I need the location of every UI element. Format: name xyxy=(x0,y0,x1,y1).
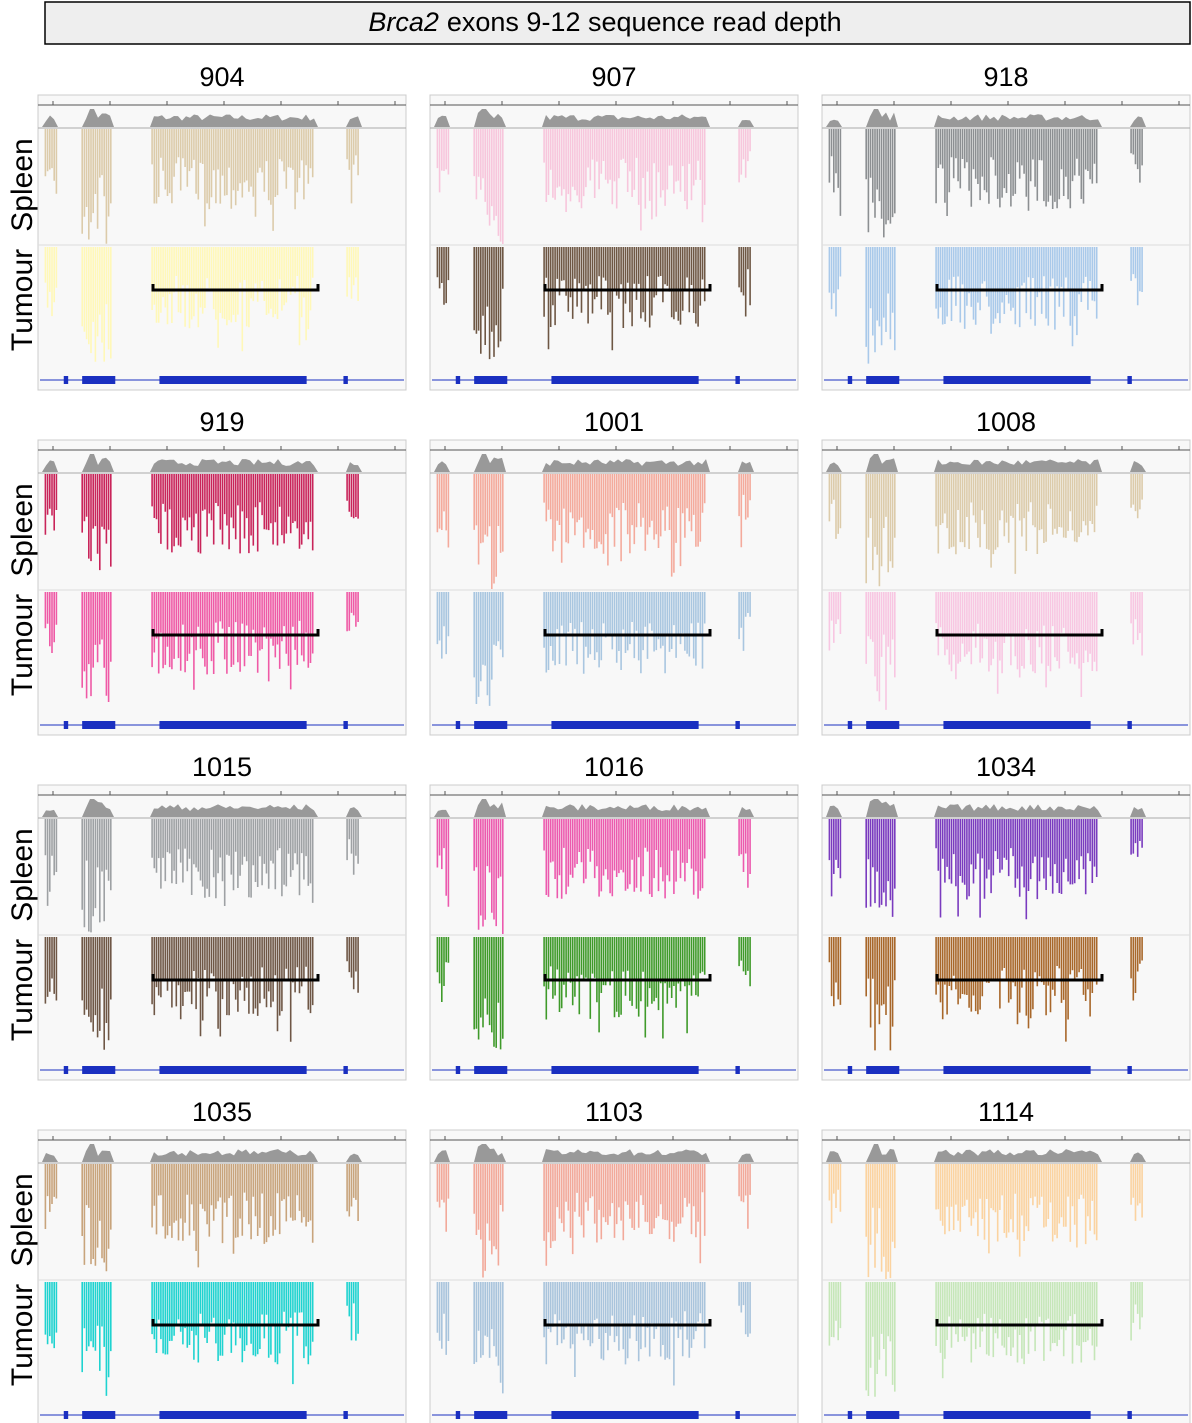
exon xyxy=(159,376,306,384)
exon xyxy=(735,721,739,729)
panel-label: 919 xyxy=(199,407,244,437)
exon xyxy=(1127,376,1131,384)
exon xyxy=(943,721,1090,729)
exon xyxy=(474,1411,507,1419)
exon xyxy=(735,1411,739,1419)
exon xyxy=(64,1066,68,1074)
igv-panel: 1114 xyxy=(822,1097,1190,1423)
row-label: Spleen xyxy=(6,1173,39,1266)
igv-panel: 904 xyxy=(38,62,406,390)
exon xyxy=(551,376,698,384)
exon xyxy=(735,376,739,384)
exon xyxy=(82,721,115,729)
panel-label: 907 xyxy=(591,62,636,92)
exon xyxy=(474,1066,507,1074)
exon xyxy=(474,376,507,384)
exon xyxy=(456,1066,460,1074)
exon xyxy=(866,721,899,729)
exon xyxy=(866,1411,899,1419)
row-label: Spleen xyxy=(6,828,39,921)
exon xyxy=(848,1411,852,1419)
exon xyxy=(82,1411,115,1419)
exon xyxy=(848,721,852,729)
exon xyxy=(343,376,347,384)
exon xyxy=(848,376,852,384)
exon xyxy=(456,1411,460,1419)
exon xyxy=(866,376,899,384)
exon xyxy=(1127,721,1131,729)
exon xyxy=(943,1066,1090,1074)
panel-label: 1015 xyxy=(192,752,252,782)
panel-label: 1016 xyxy=(584,752,644,782)
row-label: Tumour xyxy=(6,939,39,1041)
igv-panel: 919 xyxy=(38,407,406,735)
exon xyxy=(159,721,306,729)
exon xyxy=(456,376,460,384)
exon xyxy=(551,721,698,729)
panel-label: 1103 xyxy=(585,1097,643,1127)
igv-panel: 1008 xyxy=(822,407,1190,735)
exon xyxy=(456,721,460,729)
panel-label: 918 xyxy=(983,62,1028,92)
exon xyxy=(735,1066,739,1074)
panel-label: 1114 xyxy=(978,1097,1034,1127)
row-label: Tumour xyxy=(6,249,39,351)
row-label: Tumour xyxy=(6,1284,39,1386)
exon xyxy=(848,1066,852,1074)
exon xyxy=(159,1411,306,1419)
row-label: Spleen xyxy=(6,483,39,576)
exon xyxy=(343,1411,347,1419)
exon xyxy=(943,1411,1090,1419)
row-label: Tumour xyxy=(6,594,39,696)
igv-panel: 1001 xyxy=(430,407,798,735)
title-gene: Brca2 xyxy=(368,7,439,37)
panel-label: 904 xyxy=(199,62,244,92)
exon xyxy=(343,1066,347,1074)
panel-label: 1035 xyxy=(192,1097,252,1127)
exon xyxy=(1127,1066,1131,1074)
exon xyxy=(551,1066,698,1074)
exon xyxy=(64,1411,68,1419)
exon xyxy=(551,1411,698,1419)
exon xyxy=(866,1066,899,1074)
panel-label: 1001 xyxy=(584,407,644,437)
row-label: Spleen xyxy=(6,138,39,231)
igv-panel: 1103 xyxy=(430,1097,798,1423)
exon xyxy=(474,721,507,729)
exon xyxy=(64,376,68,384)
exon xyxy=(64,721,68,729)
igv-panel: 1016 xyxy=(430,752,798,1080)
igv-panel: 918 xyxy=(822,62,1190,390)
figure: Brca2 exons 9-12 sequence read depth Sple… xyxy=(0,0,1192,1423)
exon xyxy=(159,1066,306,1074)
igv-panel: 907 xyxy=(430,62,798,390)
igv-panel: 1034 xyxy=(822,752,1190,1080)
exon xyxy=(82,1066,115,1074)
exon xyxy=(343,721,347,729)
title-rest: exons 9-12 sequence read depth xyxy=(447,7,842,37)
exon xyxy=(943,376,1090,384)
igv-panel: 1035 xyxy=(38,1097,406,1423)
igv-panel: 1015 xyxy=(38,752,406,1080)
panel-label: 1034 xyxy=(976,752,1036,782)
panel-label: 1008 xyxy=(976,407,1036,437)
exon xyxy=(82,376,115,384)
exon xyxy=(1127,1411,1131,1419)
